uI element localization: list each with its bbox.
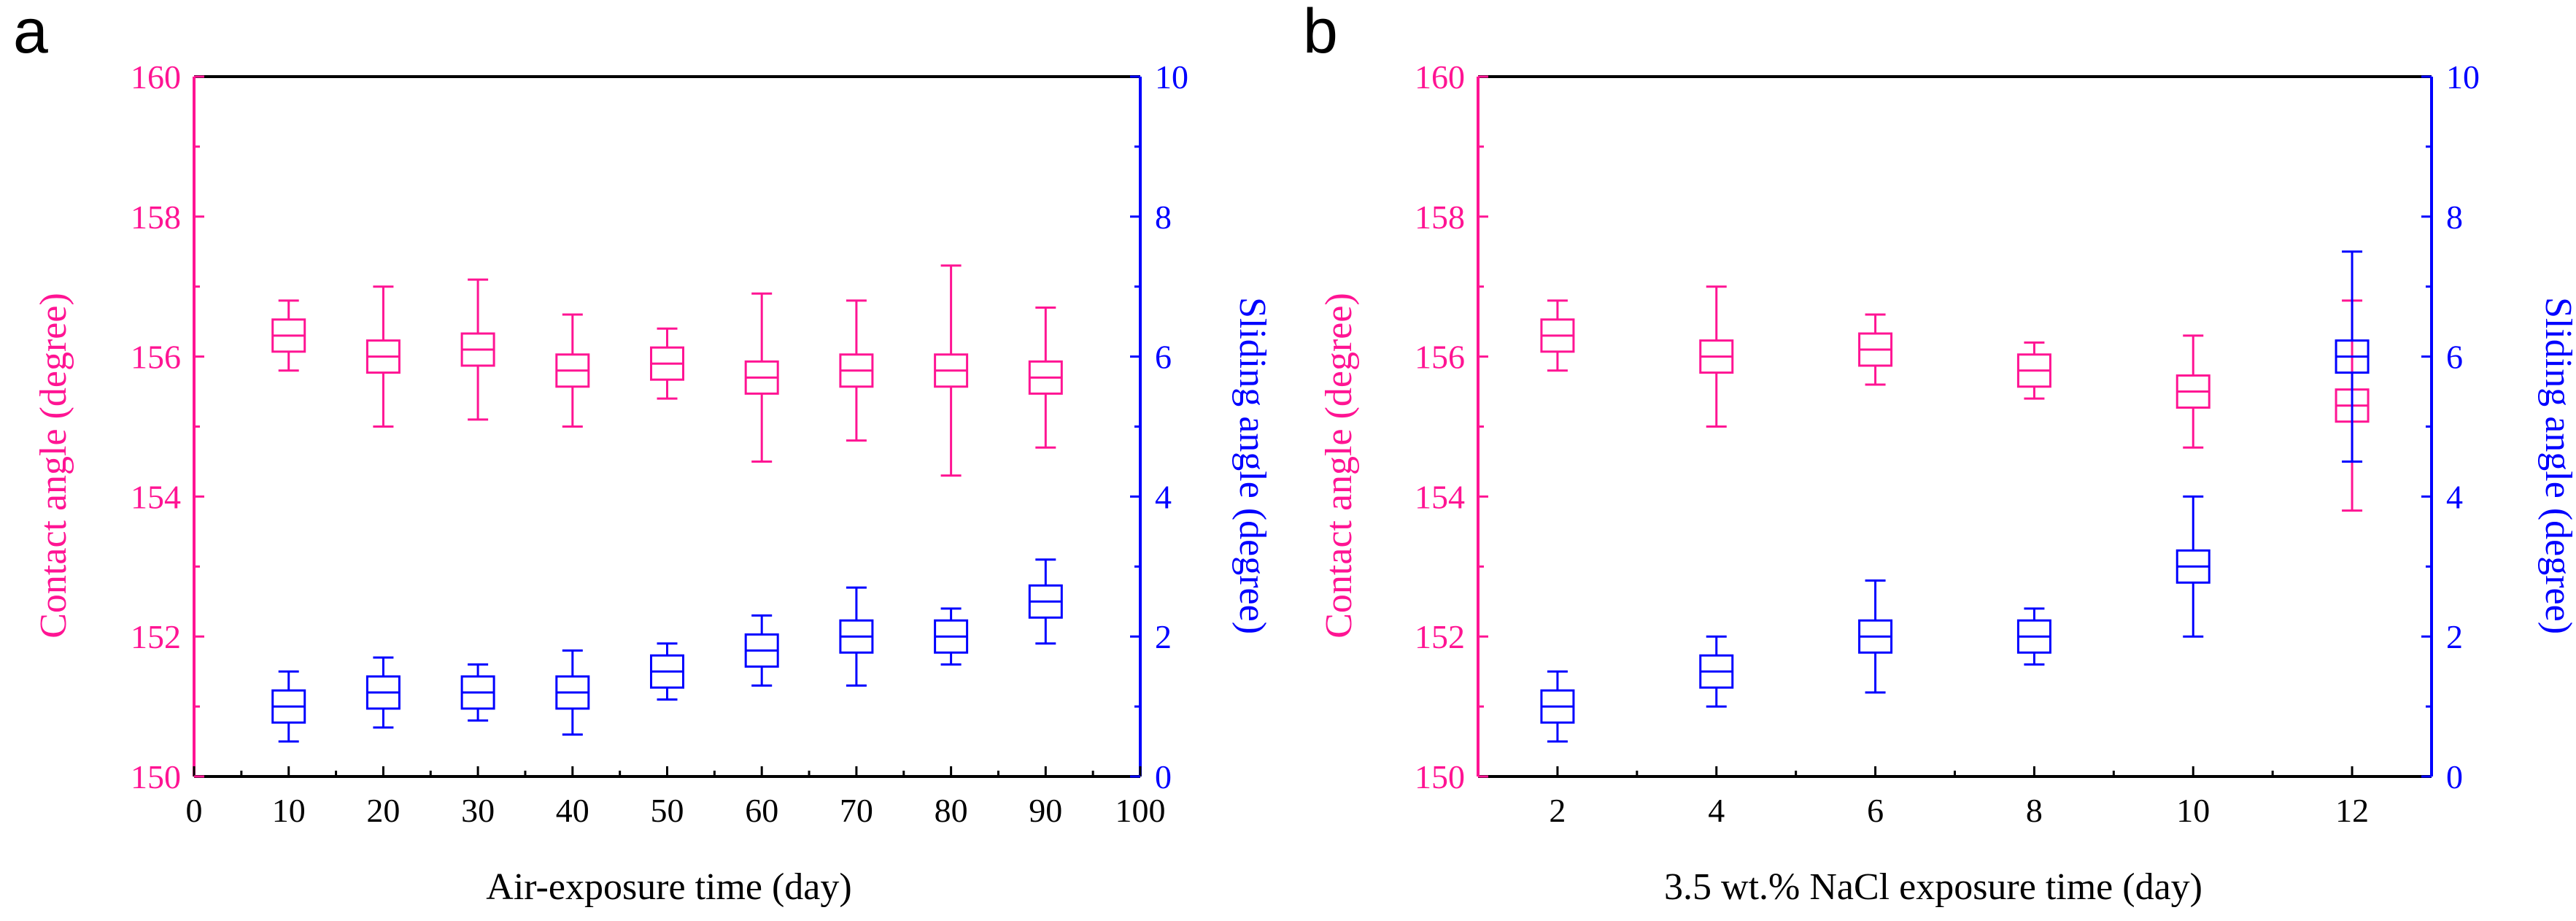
panel-a-left-y-tick-label: 154	[131, 478, 181, 515]
panel-b-x-axis-title: 3.5 wt.% NaCl exposure time (day)	[1664, 866, 2202, 908]
panel-a-letter: a	[13, 0, 48, 66]
panel-a-x-tick-label: 10	[272, 792, 306, 829]
panel-b-left-axis-title: Contact angle (degree)	[1318, 293, 1360, 639]
panel-b-left-y-tick-label: 150	[1415, 758, 1465, 795]
panel-a-left-y-tick-label: 150	[131, 758, 181, 795]
panel-b-right-y-tick-label: 4	[2446, 478, 2463, 515]
panel-a-left-y-tick-label: 156	[131, 339, 181, 376]
panel-a-left-y-tick-label: 160	[131, 58, 181, 96]
panel-b-x-tick-label: 2	[1549, 792, 1566, 829]
panel-a-x-tick-label: 70	[840, 792, 873, 829]
panel-a-x-tick-label: 100	[1115, 792, 1166, 829]
panel-a-left-y-tick-label: 152	[131, 618, 181, 655]
panel-a-left-axis-title: Contact angle (degree)	[33, 293, 74, 639]
panel-b-x-tick-label: 10	[2176, 792, 2210, 829]
panel-b: b 3.5 wt.% NaCl exposure time (day) Cont…	[1303, 0, 2576, 908]
panel-b-x-tick-label: 12	[2335, 792, 2369, 829]
panel-b-left-y-tick-label: 152	[1415, 618, 1465, 655]
panel-b-right-y-tick-label: 10	[2446, 58, 2480, 96]
panel-a-right-y-tick-label: 4	[1155, 478, 1172, 515]
panel-b-right-y-tick-label: 0	[2446, 758, 2463, 795]
panel-b-left-y-tick-label: 156	[1415, 339, 1465, 376]
panel-a-right-y-tick-label: 6	[1155, 339, 1172, 376]
panel-b-left-y-tick-label: 160	[1415, 58, 1465, 96]
panel-a-right-y-tick-label: 10	[1155, 58, 1188, 96]
panel-b-letter: b	[1303, 0, 1338, 66]
panel-a-x-tick-label: 30	[461, 792, 495, 829]
panel-a-right-y-tick-label: 2	[1155, 618, 1172, 655]
panel-b-x-tick-label: 4	[1708, 792, 1725, 829]
panel-a-x-tick-label: 60	[745, 792, 778, 829]
panel-a-right-y-tick-label: 0	[1155, 758, 1172, 795]
panel-a-right-axis-title: Sliding angle (degree)	[1231, 297, 1273, 634]
panel-b-right-y-tick-label: 6	[2446, 339, 2463, 376]
panel-a-left-y-tick-label: 158	[131, 199, 181, 236]
panel-b-left-y-tick-label: 154	[1415, 478, 1465, 515]
panel-a-right-y-tick-label: 8	[1155, 199, 1172, 236]
panel-a-x-tick-label: 50	[651, 792, 684, 829]
panel-a-x-tick-label: 20	[366, 792, 400, 829]
panel-a-x-axis-title: Air-exposure time (day)	[486, 866, 851, 908]
panel-b-x-tick-label: 8	[2026, 792, 2043, 829]
panel-a-x-tick-label: 90	[1029, 792, 1062, 829]
panel-a-x-tick-label: 0	[186, 792, 203, 829]
panel-b-right-axis-title: Sliding angle (degree)	[2537, 297, 2576, 634]
panel-a: a Air-exposure time (day) Contact angle …	[13, 0, 1273, 908]
panel-a-x-tick-label: 80	[935, 792, 968, 829]
panel-b-x-tick-label: 6	[1867, 792, 1884, 829]
panel-b-left-y-tick-label: 158	[1415, 199, 1465, 236]
panel-a-x-tick-label: 40	[556, 792, 589, 829]
panel-b-right-y-tick-label: 2	[2446, 618, 2463, 655]
panel-b-right-y-tick-label: 8	[2446, 199, 2463, 236]
